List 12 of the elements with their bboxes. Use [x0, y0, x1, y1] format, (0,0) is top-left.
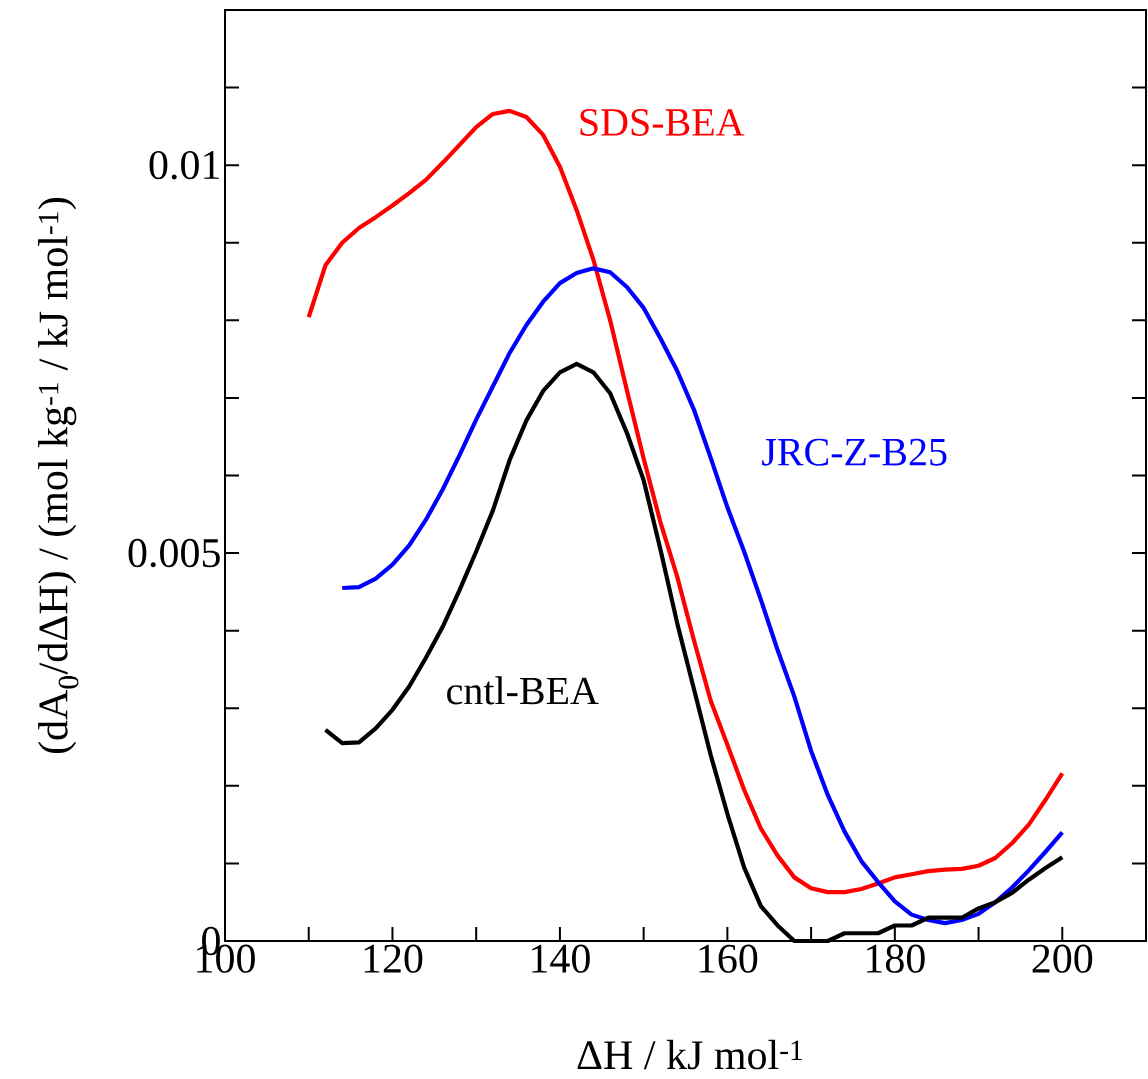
x-tick-label: 180 — [867, 944, 925, 973]
x-tick-label: 140 — [532, 944, 590, 973]
series-label: JRC-Z-B25 — [762, 438, 947, 466]
series-label: SDS-BEA — [580, 109, 745, 136]
x-tick-label: 160 — [699, 944, 758, 973]
x-tick-label: 200 — [1032, 944, 1093, 973]
y-axis-title: (dA$_{0}$/dΔH) / (mol kg$^{-1}$ / kJ mol$^{-1}$) — [38, 197, 79, 754]
y-tick-label: 0.005 — [128, 538, 220, 568]
x-tick-label: 120 — [364, 944, 423, 973]
y-tick-label: 0.01 — [149, 150, 219, 180]
series-label: cntl-BEA — [447, 676, 599, 705]
x-axis-title: ΔH / kJ mol$^{-1}$ — [577, 1039, 802, 1070]
